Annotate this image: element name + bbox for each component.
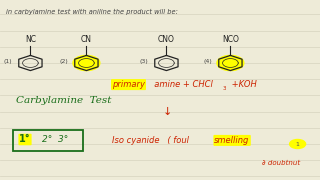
Text: ∂ doubtnut: ∂ doubtnut [262, 160, 300, 166]
Text: Iso cyanide   ( foul: Iso cyanide ( foul [112, 136, 192, 145]
Bar [13, 130, 83, 151]
Text: smelling: smelling [214, 136, 250, 145]
Polygon shape [217, 55, 244, 71]
Text: +KOH: +KOH [229, 80, 257, 89]
Text: 2°  3°: 2° 3° [42, 135, 68, 144]
Text: (4): (4) [204, 59, 212, 64]
Text: CN: CN [81, 35, 92, 44]
Text: NC: NC [25, 35, 36, 44]
Circle shape [290, 140, 306, 148]
Text: 1: 1 [296, 141, 300, 147]
Text: 1°: 1° [19, 134, 31, 145]
Text: (1): (1) [4, 59, 12, 64]
Text: NCO: NCO [222, 35, 239, 44]
Polygon shape [73, 55, 100, 71]
Text: (2): (2) [60, 59, 68, 64]
Text: in carbylamine test with aniline the product will be:: in carbylamine test with aniline the pro… [6, 9, 178, 15]
Text: amine + CHCl: amine + CHCl [149, 80, 213, 89]
Text: Carbylamine  Test: Carbylamine Test [16, 96, 111, 105]
Text: 3: 3 [222, 86, 226, 91]
Text: CNO: CNO [158, 35, 175, 44]
Text: (3): (3) [140, 59, 148, 64]
Text: ↓: ↓ [163, 107, 172, 117]
Text: primary: primary [112, 80, 145, 89]
